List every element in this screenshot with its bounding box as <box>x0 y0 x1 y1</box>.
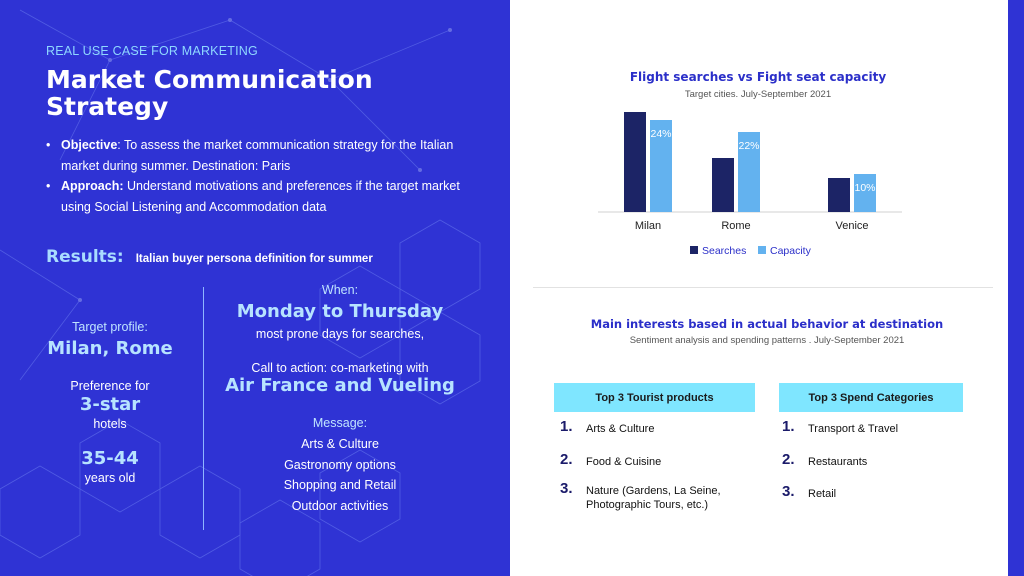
list-item: 2. Food & Cuisine <box>560 451 760 480</box>
target-profile-value: Milan, Rome <box>47 338 173 359</box>
chart-subtitle: Target cities. July-September 2021 <box>684 89 832 100</box>
network-background <box>0 9 481 576</box>
list-text: Retail <box>808 488 837 500</box>
message-list: Arts & Culture Gastronomy options Shoppi… <box>220 434 460 516</box>
flight-chart: 24% Milan 22% Rome 10% Venice Searches Capacity <box>598 112 902 257</box>
list-number: 1. <box>560 418 573 435</box>
interests-title: Main interests based in actual behavior … <box>590 317 944 331</box>
list-item: 1. Transport & Travel <box>782 418 972 451</box>
spend-categories-header: Top 3 Spend Categories <box>779 383 963 412</box>
preference-label: Preference for <box>70 379 150 393</box>
preference-value: 3-star <box>79 394 141 415</box>
results-row: Results: Italian buyer persona definitio… <box>46 247 373 267</box>
bar-data-label: 24% <box>650 128 671 140</box>
list-number: 1. <box>782 418 795 435</box>
preference-suffix: hotels <box>93 417 127 431</box>
message-item: Gastronomy options <box>284 457 396 472</box>
objective-bullet: • Objective: To assess the market commun… <box>46 135 466 176</box>
when-label: When: <box>321 283 359 297</box>
age-value: 35-44 <box>81 448 139 469</box>
target-profile-label: Target profile: <box>72 320 148 334</box>
list-item: 2. Restaurants <box>782 451 972 483</box>
bar-capacity-rome <box>738 132 760 212</box>
age-suffix: years old <box>84 471 136 485</box>
cta-label: Call to action: co-marketing with <box>251 361 429 375</box>
x-tick-label: Rome <box>721 220 750 232</box>
list-text: Restaurants <box>808 456 868 468</box>
bar-capacity-milan <box>650 120 672 212</box>
approach-text: Understand motivations and preferences i… <box>61 179 460 214</box>
message-item: Arts & Culture <box>301 437 379 451</box>
approach-label: Approach: <box>61 179 124 193</box>
list-text: Food & Cuisine <box>586 456 662 468</box>
bar-searches-rome <box>712 158 734 212</box>
when-value: Monday to Thursday <box>236 301 444 322</box>
right-edge-strip <box>1008 0 1024 576</box>
tourist-products-header: Top 3 Tourist products <box>554 383 755 412</box>
bullet-list: • Objective: To assess the market commun… <box>46 135 466 217</box>
legend-swatch-capacity <box>758 246 766 254</box>
spend-categories-list: 1. Transport & Travel 2. Restaurants 3. … <box>782 418 972 515</box>
list-item: 1. Arts & Culture <box>560 418 760 451</box>
bar-searches-venice <box>828 178 850 212</box>
list-item: 3. Retail <box>782 483 972 515</box>
list-item: 3. Nature (Gardens, La Seine, Photograph… <box>560 480 760 514</box>
target-profile-column: Target profile: Milan, Rome Preference f… <box>30 320 190 485</box>
cta-value: Air France and Vueling <box>225 375 455 396</box>
list-text: Nature (Gardens, La Seine, Photographic … <box>586 485 721 511</box>
bullet-dot-icon: • <box>46 179 51 193</box>
interests-subtitle: Sentiment analysis and spending patterns… <box>629 335 905 346</box>
results-label: Results: <box>46 247 124 267</box>
kicker-text: REAL USE CASE FOR MARKETING <box>46 44 258 58</box>
horizontal-divider <box>533 287 993 288</box>
legend-label: Capacity <box>770 245 812 257</box>
x-tick-label: Milan <box>635 220 661 232</box>
bar-data-label: 10% <box>854 182 875 194</box>
list-number: 3. <box>782 483 795 500</box>
list-number: 2. <box>560 451 573 468</box>
results-text: Italian buyer persona definition for sum… <box>135 253 373 265</box>
list-number: 3. <box>560 480 573 497</box>
left-panel: REAL USE CASE FOR MARKETING Market Commu… <box>0 0 510 576</box>
objective-label: Objective <box>61 138 118 152</box>
vertical-divider <box>203 287 204 530</box>
when-note: most prone days for searches, <box>255 327 425 341</box>
list-text: Transport & Travel <box>808 423 899 435</box>
bar-data-label: 22% <box>738 140 759 152</box>
when-column: When: Monday to Thursday most prone days… <box>220 283 460 516</box>
legend-swatch-searches <box>690 246 698 254</box>
chart-title: Flight searches vs Fight seat capacity <box>629 70 887 84</box>
message-label: Message: <box>312 416 368 430</box>
bar-capacity-venice <box>854 174 876 212</box>
message-item: Shopping and Retail <box>283 478 397 492</box>
approach-bullet: • Approach: Understand motivations and p… <box>46 176 466 217</box>
list-text: Arts & Culture <box>586 423 655 435</box>
bar-searches-milan <box>624 112 646 212</box>
message-item: Outdoor activities <box>291 498 389 513</box>
list-number: 2. <box>782 451 795 468</box>
objective-text: : To assess the market communication str… <box>61 138 454 173</box>
page-title: Market Communication Strategy <box>46 65 373 121</box>
x-tick-label: Venice <box>835 220 868 232</box>
bullet-dot-icon: • <box>46 138 51 152</box>
tourist-products-list: 1. Arts & Culture 2. Food & Cuisine 3. N… <box>560 418 760 514</box>
legend-label: Searches <box>702 245 746 257</box>
